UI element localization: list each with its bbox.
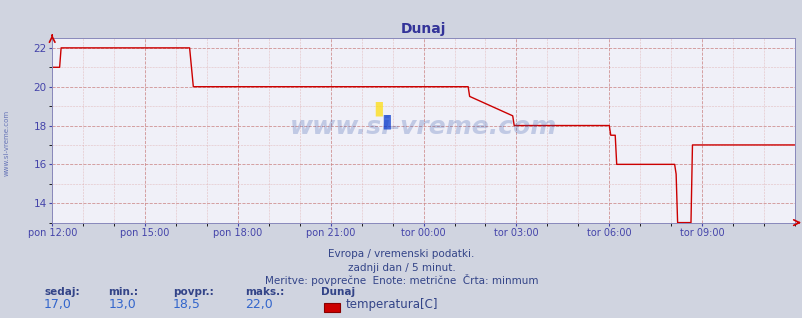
- Text: 13,0: 13,0: [108, 299, 136, 311]
- Text: zadnji dan / 5 minut.: zadnji dan / 5 minut.: [347, 263, 455, 273]
- Text: Meritve: povprečne  Enote: metrične  Črta: minmum: Meritve: povprečne Enote: metrične Črta:…: [265, 274, 537, 287]
- Text: min.:: min.:: [108, 287, 138, 297]
- Text: ▮: ▮: [373, 99, 384, 118]
- Text: Dunaj: Dunaj: [321, 287, 354, 297]
- Text: 18,5: 18,5: [172, 299, 200, 311]
- Text: www.si-vreme.com: www.si-vreme.com: [3, 110, 10, 176]
- Text: temperatura[C]: temperatura[C]: [345, 299, 437, 311]
- Text: Evropa / vremenski podatki.: Evropa / vremenski podatki.: [328, 249, 474, 259]
- Title: Dunaj: Dunaj: [400, 22, 446, 36]
- Text: ▮: ▮: [381, 112, 391, 131]
- Text: www.si-vreme.com: www.si-vreme.com: [290, 115, 557, 139]
- Text: 17,0: 17,0: [44, 299, 72, 311]
- Text: sedaj:: sedaj:: [44, 287, 79, 297]
- Text: 22,0: 22,0: [245, 299, 273, 311]
- Text: maks.:: maks.:: [245, 287, 284, 297]
- Text: povpr.:: povpr.:: [172, 287, 213, 297]
